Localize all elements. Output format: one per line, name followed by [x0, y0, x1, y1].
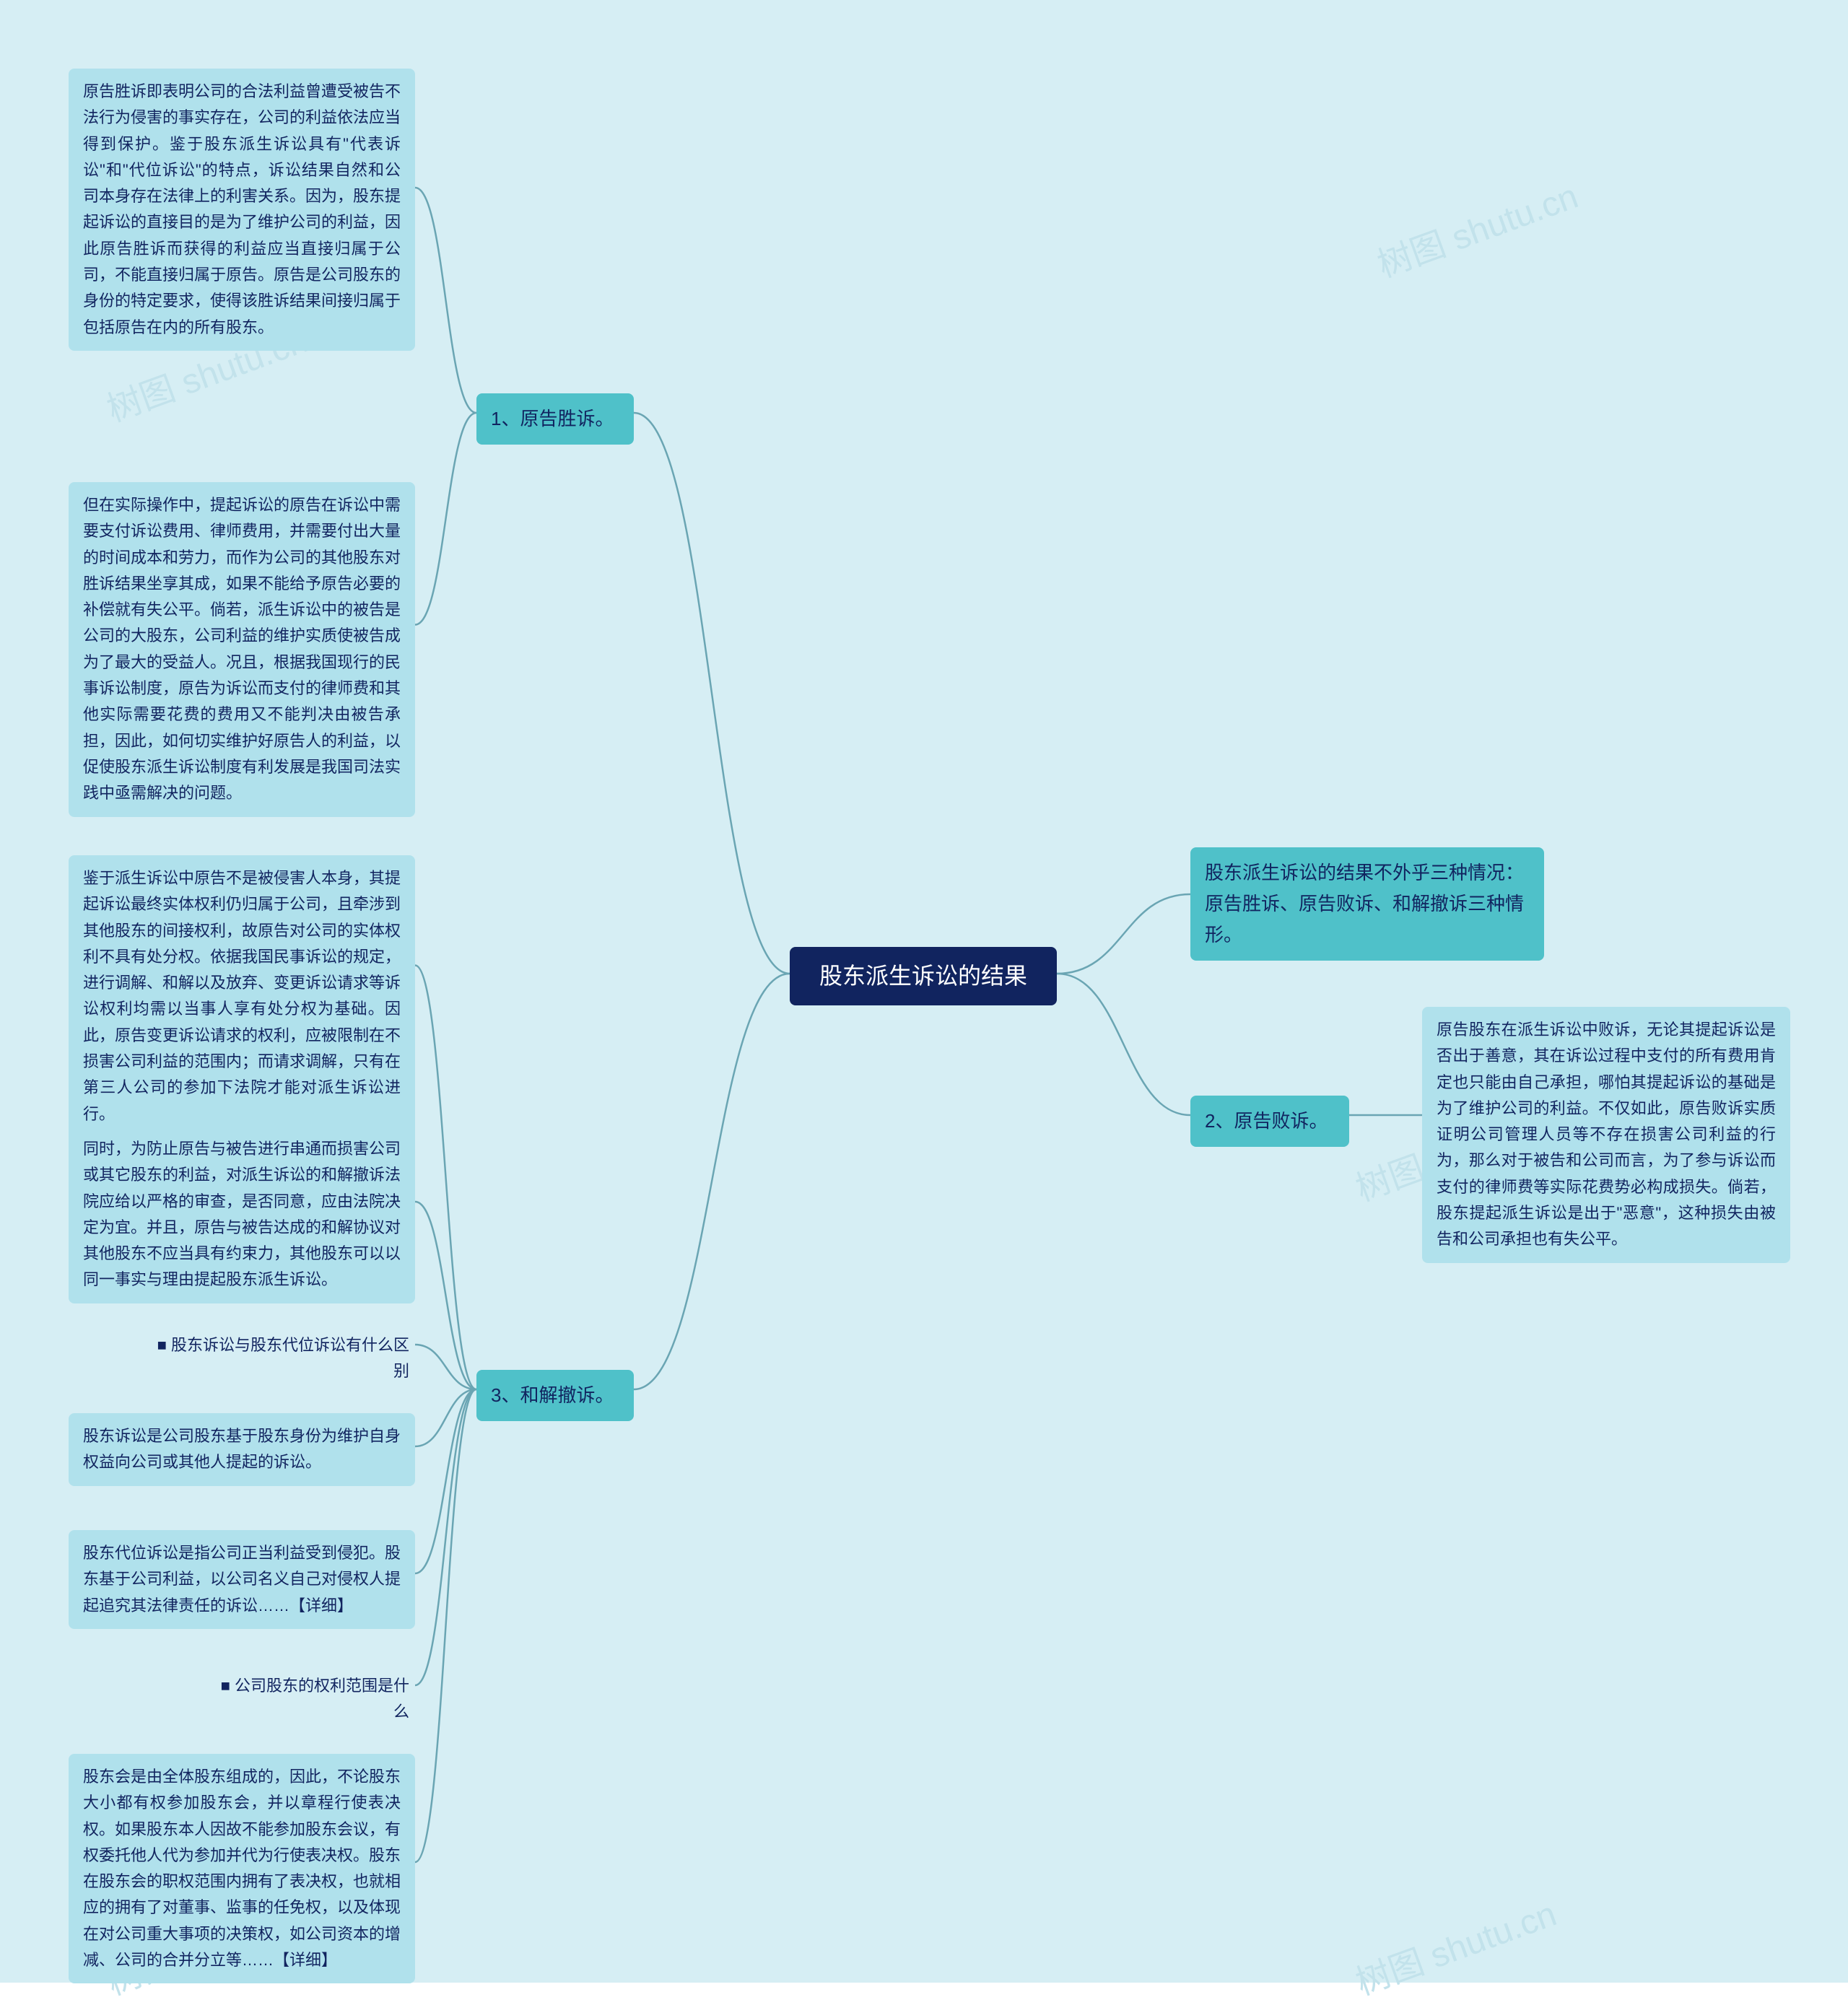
- node-l3f: ■ 公司股东的权利范围是什么: [202, 1669, 415, 1730]
- node-l3b: 同时，为防止原告与被告进行串通而损害公司或其它股东的利益，对派生诉讼的和解撤诉法…: [69, 1126, 415, 1303]
- watermark: 树图 shutu.cn: [1348, 1885, 1562, 2004]
- node-l3: 3、和解撤诉。: [476, 1370, 634, 1421]
- node-l1b: 但在实际操作中，提起诉讼的原告在诉讼中需要支付诉讼费用、律师费用，并需要付出大量…: [69, 482, 415, 817]
- node-r1: 股东派生诉讼的结果不外乎三种情况：原告胜诉、原告败诉、和解撤诉三种情形。: [1190, 847, 1544, 961]
- node-l3c: ■ 股东诉讼与股东代位诉讼有什么区别: [141, 1328, 415, 1389]
- node-l1: 1、原告胜诉。: [476, 393, 634, 445]
- node-r2a: 原告股东在派生诉讼中败诉，无论其提起诉讼是否出于善意，其在诉讼过程中支付的所有费…: [1422, 1007, 1790, 1263]
- node-r2: 2、原告败诉。: [1190, 1096, 1349, 1147]
- node-l1a: 原告胜诉即表明公司的合法利益曾遭受被告不法行为侵害的事实存在，公司的利益依法应当…: [69, 69, 415, 351]
- mindmap-canvas: 树图 shutu.cn树图 shutu.cn树图 shutu.cn树图 shut…: [0, 0, 1848, 1983]
- node-l3d: 股东诉讼是公司股东基于股东身份为维护自身权益向公司或其他人提起的诉讼。: [69, 1413, 415, 1486]
- node-l3a: 鉴于派生诉讼中原告不是被侵害人本身，其提起诉讼最终实体权利仍归属于公司，且牵涉到…: [69, 855, 415, 1137]
- node-root: 股东派生诉讼的结果: [790, 947, 1057, 1005]
- watermark: 树图 shutu.cn: [1369, 167, 1584, 287]
- node-l3e: 股东代位诉讼是指公司正当利益受到侵犯。股东基于公司利益，以公司名义自己对侵权人提…: [69, 1530, 415, 1629]
- node-l3g: 股东会是由全体股东组成的，因此，不论股东大小都有权参加股东会，并以章程行使表决权…: [69, 1754, 415, 1983]
